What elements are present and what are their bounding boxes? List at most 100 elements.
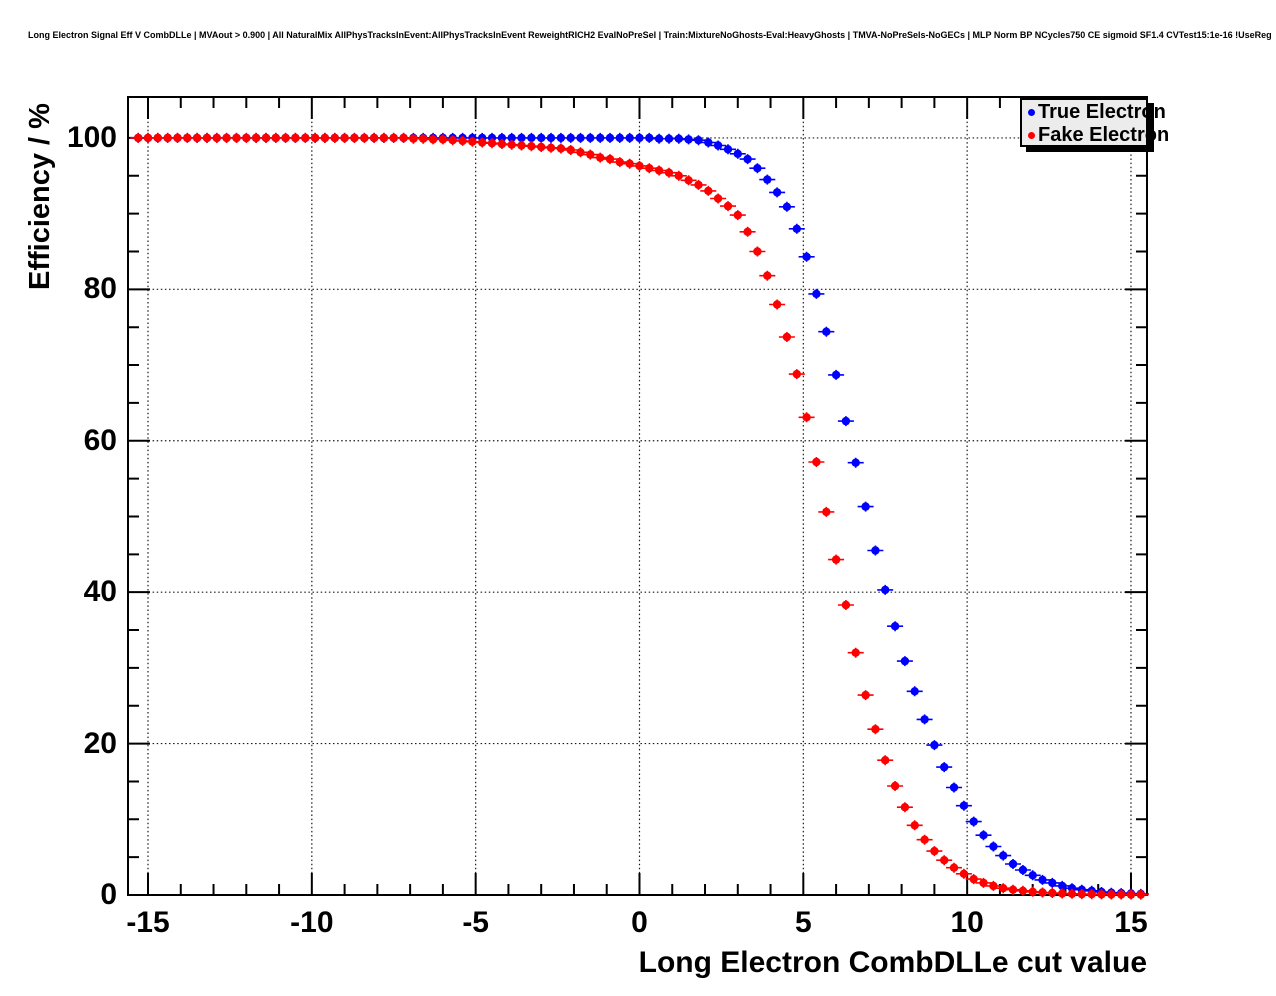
data-point [861, 502, 870, 511]
data-point [546, 143, 556, 152]
data-point [271, 133, 280, 143]
data-point [202, 133, 212, 143]
data-point [251, 133, 261, 143]
data-point [772, 188, 782, 197]
data-point [615, 157, 624, 167]
data-point [517, 141, 526, 150]
data-point [497, 139, 507, 149]
data-point [419, 134, 428, 143]
data-point [743, 154, 752, 164]
data-point [448, 136, 457, 145]
data-point [664, 134, 674, 143]
data-point [713, 141, 723, 150]
y-tick-label: 20 [83, 726, 117, 760]
data-point [871, 546, 880, 555]
data-point [478, 138, 487, 147]
data-point [1038, 888, 1047, 897]
y-tick-label: 40 [83, 575, 117, 609]
data-point [438, 135, 448, 144]
x-axis-title: Long Electron CombDLLe cut value [638, 946, 1147, 979]
data-point [684, 135, 693, 144]
y-tick-label: 60 [83, 423, 117, 457]
data-point [969, 817, 978, 826]
data-point [890, 781, 900, 791]
data-point [664, 168, 674, 177]
data-point [1018, 886, 1028, 895]
data-point [576, 148, 585, 157]
data-point [507, 133, 516, 143]
x-tick-label: -15 [126, 906, 170, 939]
data-point [763, 271, 772, 280]
data-point [674, 134, 683, 143]
data-point [183, 133, 192, 143]
data-point [1008, 859, 1018, 869]
data-point [812, 457, 821, 467]
data-point [635, 161, 644, 171]
data-point [645, 164, 654, 173]
data-point [163, 133, 172, 143]
data-point [979, 878, 988, 888]
data-point [389, 133, 398, 143]
data-point [134, 133, 143, 143]
data-point [428, 135, 438, 144]
data-point [949, 863, 959, 872]
data-point [822, 507, 831, 517]
data-point [487, 139, 497, 148]
data-point [537, 133, 546, 143]
data-point [301, 133, 310, 143]
data-point [861, 690, 870, 700]
data-point [782, 332, 792, 342]
fake-electron-marker-icon [1028, 131, 1035, 139]
data-point [468, 137, 477, 146]
data-point [625, 133, 634, 143]
data-point [900, 803, 910, 812]
data-point [890, 622, 900, 631]
axis-ticks [128, 97, 1147, 896]
plot-title: Long Electron Signal Eff V CombDLLe | MV… [28, 30, 1272, 40]
data-point [291, 133, 300, 143]
data-point [1126, 890, 1136, 899]
data-point [173, 133, 182, 143]
data-point [281, 133, 290, 143]
data-point [635, 133, 644, 143]
data-point [743, 227, 752, 236]
data-point [576, 133, 585, 143]
data-point [350, 133, 359, 143]
data-point [527, 133, 536, 143]
data-point [1028, 871, 1037, 880]
data-point [851, 648, 860, 657]
data-point [723, 145, 733, 154]
data-point [694, 180, 703, 190]
data-point [654, 166, 664, 175]
data-point [949, 783, 959, 792]
data-point [959, 869, 969, 878]
data-point [517, 133, 526, 143]
data-point [822, 327, 831, 336]
legend: True Electron Fake Electron [1020, 98, 1169, 147]
data-point [310, 133, 320, 143]
data-point [1097, 890, 1106, 899]
data-point [753, 164, 762, 173]
true-electron-marker-icon [1028, 108, 1035, 116]
data-point [723, 201, 733, 211]
data-point [1067, 889, 1077, 898]
y-tick-label: 0 [100, 878, 117, 911]
data-point [586, 133, 595, 143]
data-point [930, 740, 939, 750]
data-point [684, 176, 693, 185]
data-point [379, 133, 389, 143]
data-point [1087, 890, 1096, 899]
data-point [596, 133, 605, 143]
data-point [409, 134, 418, 143]
data-point [507, 140, 516, 149]
data-point [1077, 889, 1087, 899]
data-point [143, 133, 153, 143]
plot-frame [127, 96, 1148, 896]
data-point [458, 136, 467, 146]
data-point [320, 133, 330, 143]
data-point [625, 159, 634, 168]
data-point [989, 881, 998, 891]
data-point [1117, 890, 1126, 899]
x-tick-label: -5 [462, 906, 489, 939]
